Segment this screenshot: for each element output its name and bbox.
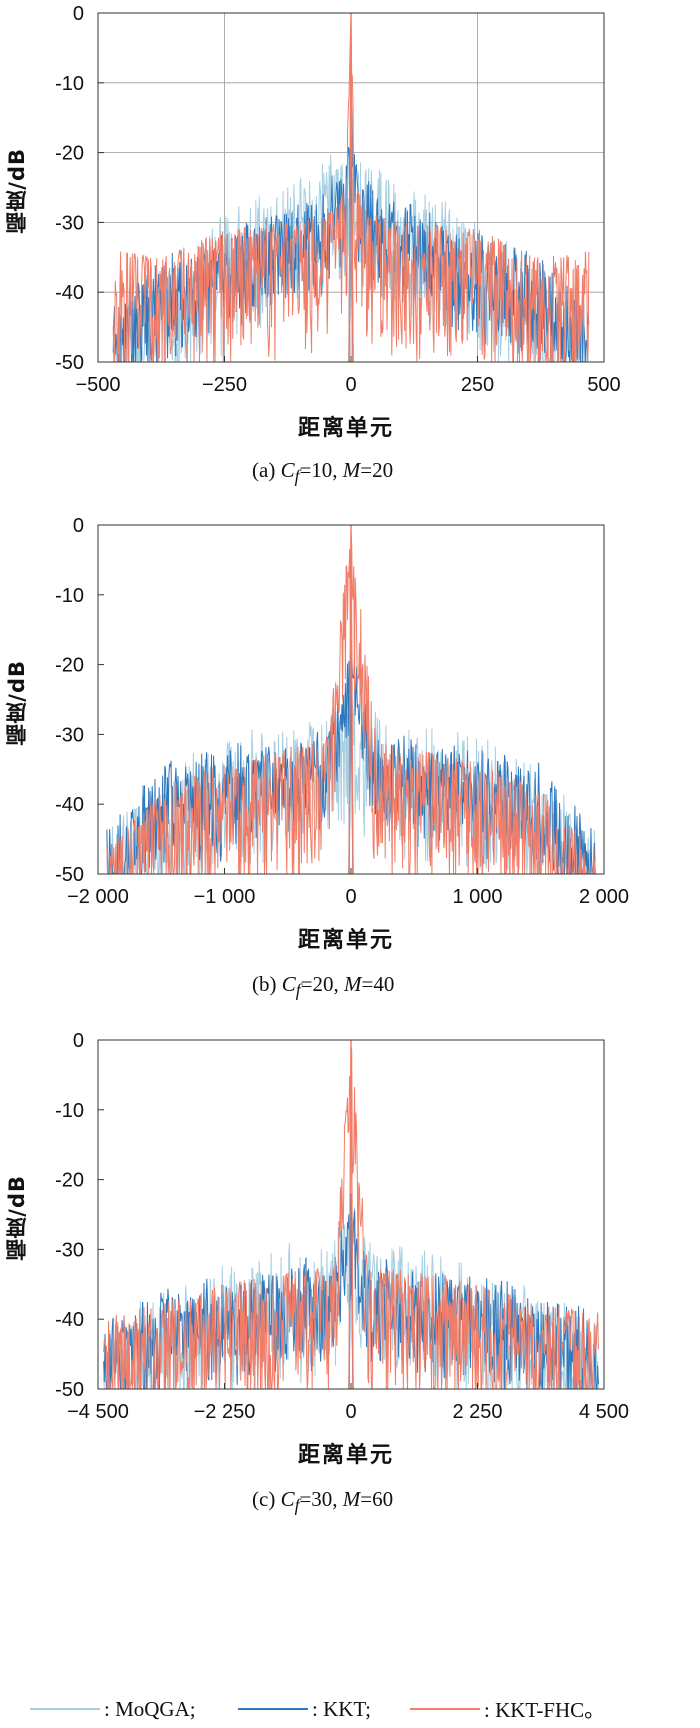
y-tick-label: -20 (55, 143, 84, 165)
chart-a: −500 −250 0 250 500 0 -10 -20 -30 -40 -50 (55, 3, 621, 396)
y-tick-label: -40 (55, 794, 84, 816)
x-axis-label: 距离单元 (298, 1443, 395, 1468)
x-tick-label: 0 (345, 1401, 356, 1423)
legend-label: : KKT-FHC。 (484, 1698, 606, 1722)
x-tick-label: 0 (345, 886, 356, 908)
chart-panel-c: 幅度/dB −4 500 −2 250 0 2 250 4 500 0 -10 -20 -30-… (0, 1027, 700, 1587)
x-tick-label: −1 000 (194, 886, 256, 908)
series-peak (348, 525, 354, 874)
y-tick-label: -20 (55, 655, 84, 677)
x-tick-label: −500 (75, 374, 120, 396)
legend-swatch (238, 1708, 308, 1710)
x-tick-label: −250 (202, 374, 247, 396)
y-tick-label: -40 (55, 1309, 84, 1331)
series-peak (348, 1040, 354, 1389)
legend-item-moqga: : MoQGA; (30, 1694, 196, 1724)
legend-item-kkt: : KKT; (238, 1694, 371, 1724)
x-tick-label: −2 000 (67, 886, 129, 908)
x-tick-label: 4 500 (579, 1401, 629, 1423)
y-tick-label: -30 (55, 212, 84, 234)
chart-b: −2 000 −1 000 0 1 000 2 000 0 -10 -20 -30 -40 -50 (55, 515, 629, 908)
caption: (c) Cf=30, M=60 (252, 1487, 394, 1516)
legend: : MoQGA; : KKT; : KKT-FHC。 (0, 1694, 700, 1724)
y-tick-label: -50 (55, 1379, 84, 1401)
legend-label: : MoQGA; (104, 1696, 196, 1721)
y-tick-label: 0 (73, 515, 84, 537)
caption: (a) Cf=10, M=20 (252, 458, 394, 487)
x-tick-label: 250 (461, 374, 494, 396)
series-peak (348, 13, 354, 362)
chart-c: −4 500 −2 250 0 2 250 4 500 0 -10 -20 -30 -40 -50 (55, 1030, 629, 1423)
legend-label: : KKT; (312, 1696, 371, 1721)
legend-item-kkt-fhc: : KKT-FHC。 (410, 1694, 605, 1724)
x-axis-label: 距离单元 (298, 416, 395, 441)
x-tick-label: 2 000 (579, 886, 629, 908)
y-tick-label: -10 (55, 1100, 84, 1122)
y-tick-label: 0 (73, 3, 84, 25)
x-tick-label: 0 (345, 374, 356, 396)
y-tick-label: -30 (55, 1239, 84, 1261)
x-axis-label: 距离单元 (298, 928, 395, 953)
y-tick-label: -10 (55, 585, 84, 607)
chart-panel-b: 幅度/dB −2 000 −1 000 0 1 000 2 000 0 -10 -20 -30-… (0, 512, 700, 1072)
legend-swatch (30, 1708, 100, 1710)
y-tick-label: -20 (55, 1170, 84, 1192)
legend-swatch (410, 1708, 480, 1710)
y-tick-label: -50 (55, 864, 84, 886)
x-tick-label: 1 000 (452, 886, 502, 908)
y-tick-label: -50 (55, 352, 84, 374)
y-tick-label: -10 (55, 73, 84, 95)
y-tick-label: -40 (55, 282, 84, 304)
caption: (b) Cf=20, M=40 (252, 972, 395, 1001)
x-tick-label: −4 500 (67, 1401, 129, 1423)
chart-panel-a: 幅度/dB −500 −250 0 250 500 0 -10 -20 -30 -40 -50 距离… (0, 0, 700, 560)
x-tick-label: 2 250 (452, 1401, 502, 1423)
y-tick-label: -30 (55, 724, 84, 746)
x-tick-label: 500 (587, 374, 620, 396)
y-tick-label: 0 (73, 1030, 84, 1052)
x-tick-label: −2 250 (194, 1401, 256, 1423)
